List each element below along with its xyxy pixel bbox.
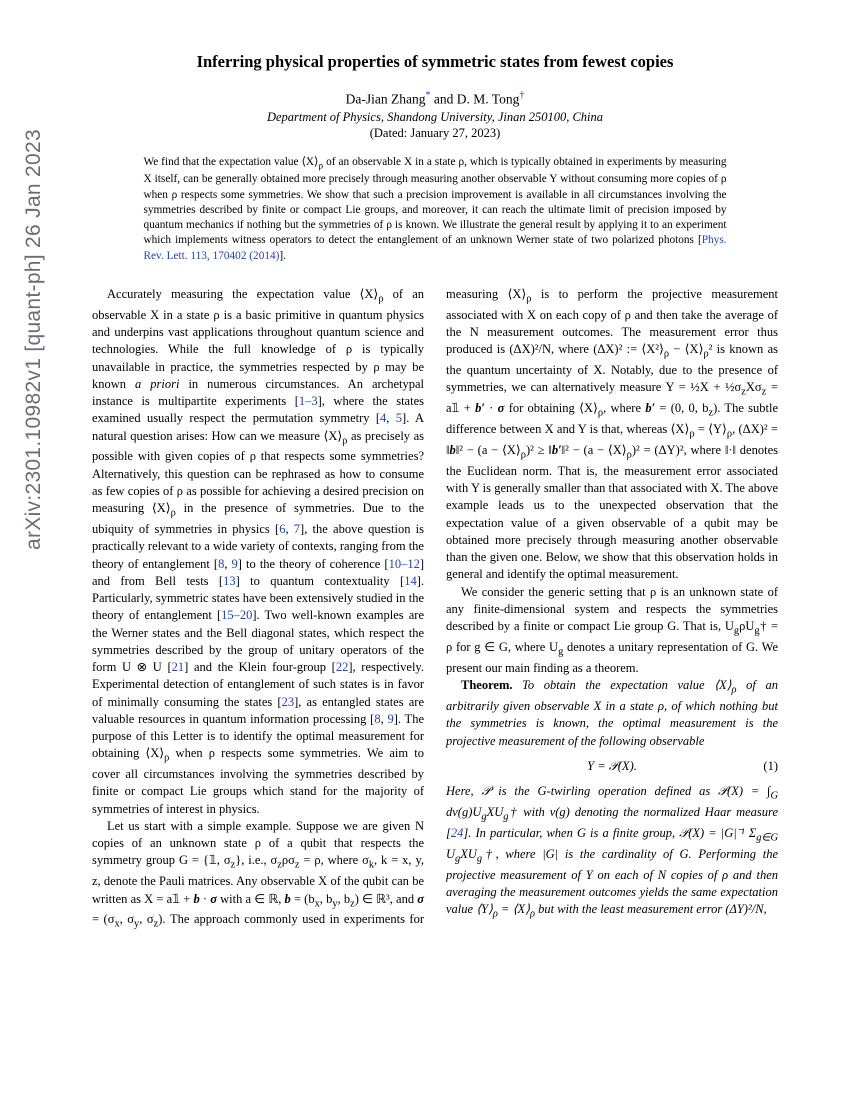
author-footnote-dagger[interactable]: †	[519, 90, 524, 101]
author-1: Da-Jian Zhang	[346, 92, 426, 107]
abstract: We find that the expectation value ⟨X⟩ρ …	[143, 155, 726, 264]
equation-1: Y = 𝒫(X).(1)	[446, 758, 778, 775]
paragraph-3: We consider the generic setting that ρ i…	[446, 584, 778, 678]
affiliation: Department of Physics, Shandong Universi…	[92, 110, 778, 125]
author-line: Da-Jian Zhang* and D. M. Tong†	[92, 90, 778, 108]
paragraph-1: Accurately measuring the expectation val…	[92, 286, 424, 818]
abstract-text: ].	[279, 250, 286, 262]
arxiv-identifier: arXiv:2301.10982v1 [quant-ph] 26 Jan 202…	[22, 129, 46, 550]
paper-page: Inferring physical properties of symmetr…	[0, 0, 850, 972]
abstract-text: We find that the expectation value ⟨X⟩	[143, 156, 318, 168]
citation-link[interactable]: 13	[223, 574, 236, 588]
theorem: Theorem. To obtain the expectation value…	[446, 677, 778, 750]
citation-link[interactable]: 1–3	[299, 394, 318, 408]
abstract-text: of an observable X in a state ρ, which i…	[143, 156, 726, 247]
citation-link[interactable]: 14	[404, 574, 417, 588]
citation-link[interactable]: 21	[172, 660, 185, 674]
citation-link[interactable]: 10–12	[389, 557, 420, 571]
paper-title: Inferring physical properties of symmetr…	[92, 52, 778, 72]
paper-date: (Dated: January 27, 2023)	[92, 126, 778, 141]
citation-link[interactable]: 22	[336, 660, 349, 674]
author-2: and D. M. Tong	[431, 92, 520, 107]
citation-link[interactable]: 24	[451, 826, 464, 840]
citation-link[interactable]: 23	[282, 695, 295, 709]
equation-number: (1)	[763, 758, 778, 775]
citation-link[interactable]: 15–20	[221, 608, 252, 622]
body-columns: Accurately measuring the expectation val…	[92, 286, 778, 932]
theorem-continuation: Here, 𝒫 is the G-twirling operation defi…	[446, 783, 778, 922]
theorem-label: Theorem.	[461, 678, 513, 692]
